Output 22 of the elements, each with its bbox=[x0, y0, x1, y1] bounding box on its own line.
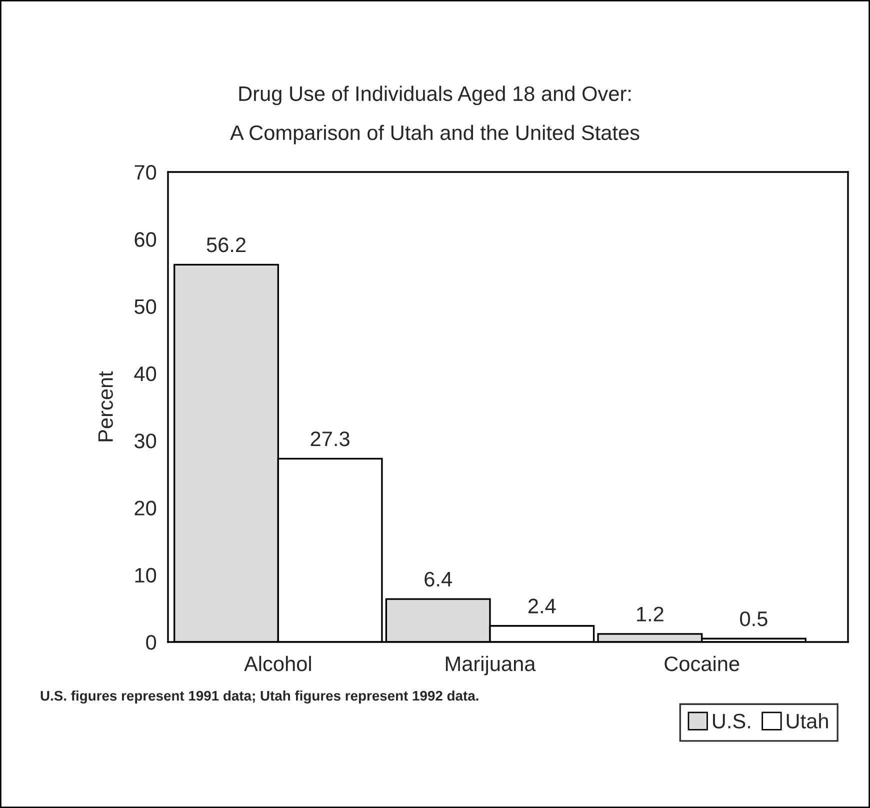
data-label: 27.3 bbox=[310, 431, 350, 446]
x-tick-label: Alcohol bbox=[244, 656, 311, 672]
data-label: 2.4 bbox=[528, 598, 556, 614]
y-tick-label: 50 bbox=[134, 299, 156, 314]
data-label: 56.2 bbox=[206, 237, 246, 252]
y-tick-label: 30 bbox=[134, 434, 156, 448]
x-tick-label: Marijuana bbox=[446, 656, 536, 676]
legend-label: Utah bbox=[786, 713, 828, 728]
y-tick-label: 60 bbox=[134, 232, 156, 247]
y-axis-title: Percent bbox=[98, 371, 113, 442]
y-tick-label: 0 bbox=[146, 635, 156, 650]
data-label: 0.5 bbox=[740, 611, 768, 626]
y-tick-label: 40 bbox=[134, 366, 156, 382]
data-label: 1.2 bbox=[637, 606, 664, 622]
y-tick-label: 20 bbox=[134, 500, 156, 516]
legend-label: U.S. bbox=[713, 714, 750, 728]
text: U.S. figures represent 1991 data; Utah figures represent 1992 data. bbox=[40, 690, 478, 704]
data-label: 6.4 bbox=[424, 572, 452, 587]
y-tick-label: 10 bbox=[135, 568, 156, 583]
y-tick-label: 70 bbox=[134, 165, 156, 180]
chart-title: Drug Use of Individuals Aged 18 and Over: A Comparison of Utah and the United States bbox=[230, 86, 640, 144]
x-tick-label: Cocaine bbox=[664, 656, 740, 672]
